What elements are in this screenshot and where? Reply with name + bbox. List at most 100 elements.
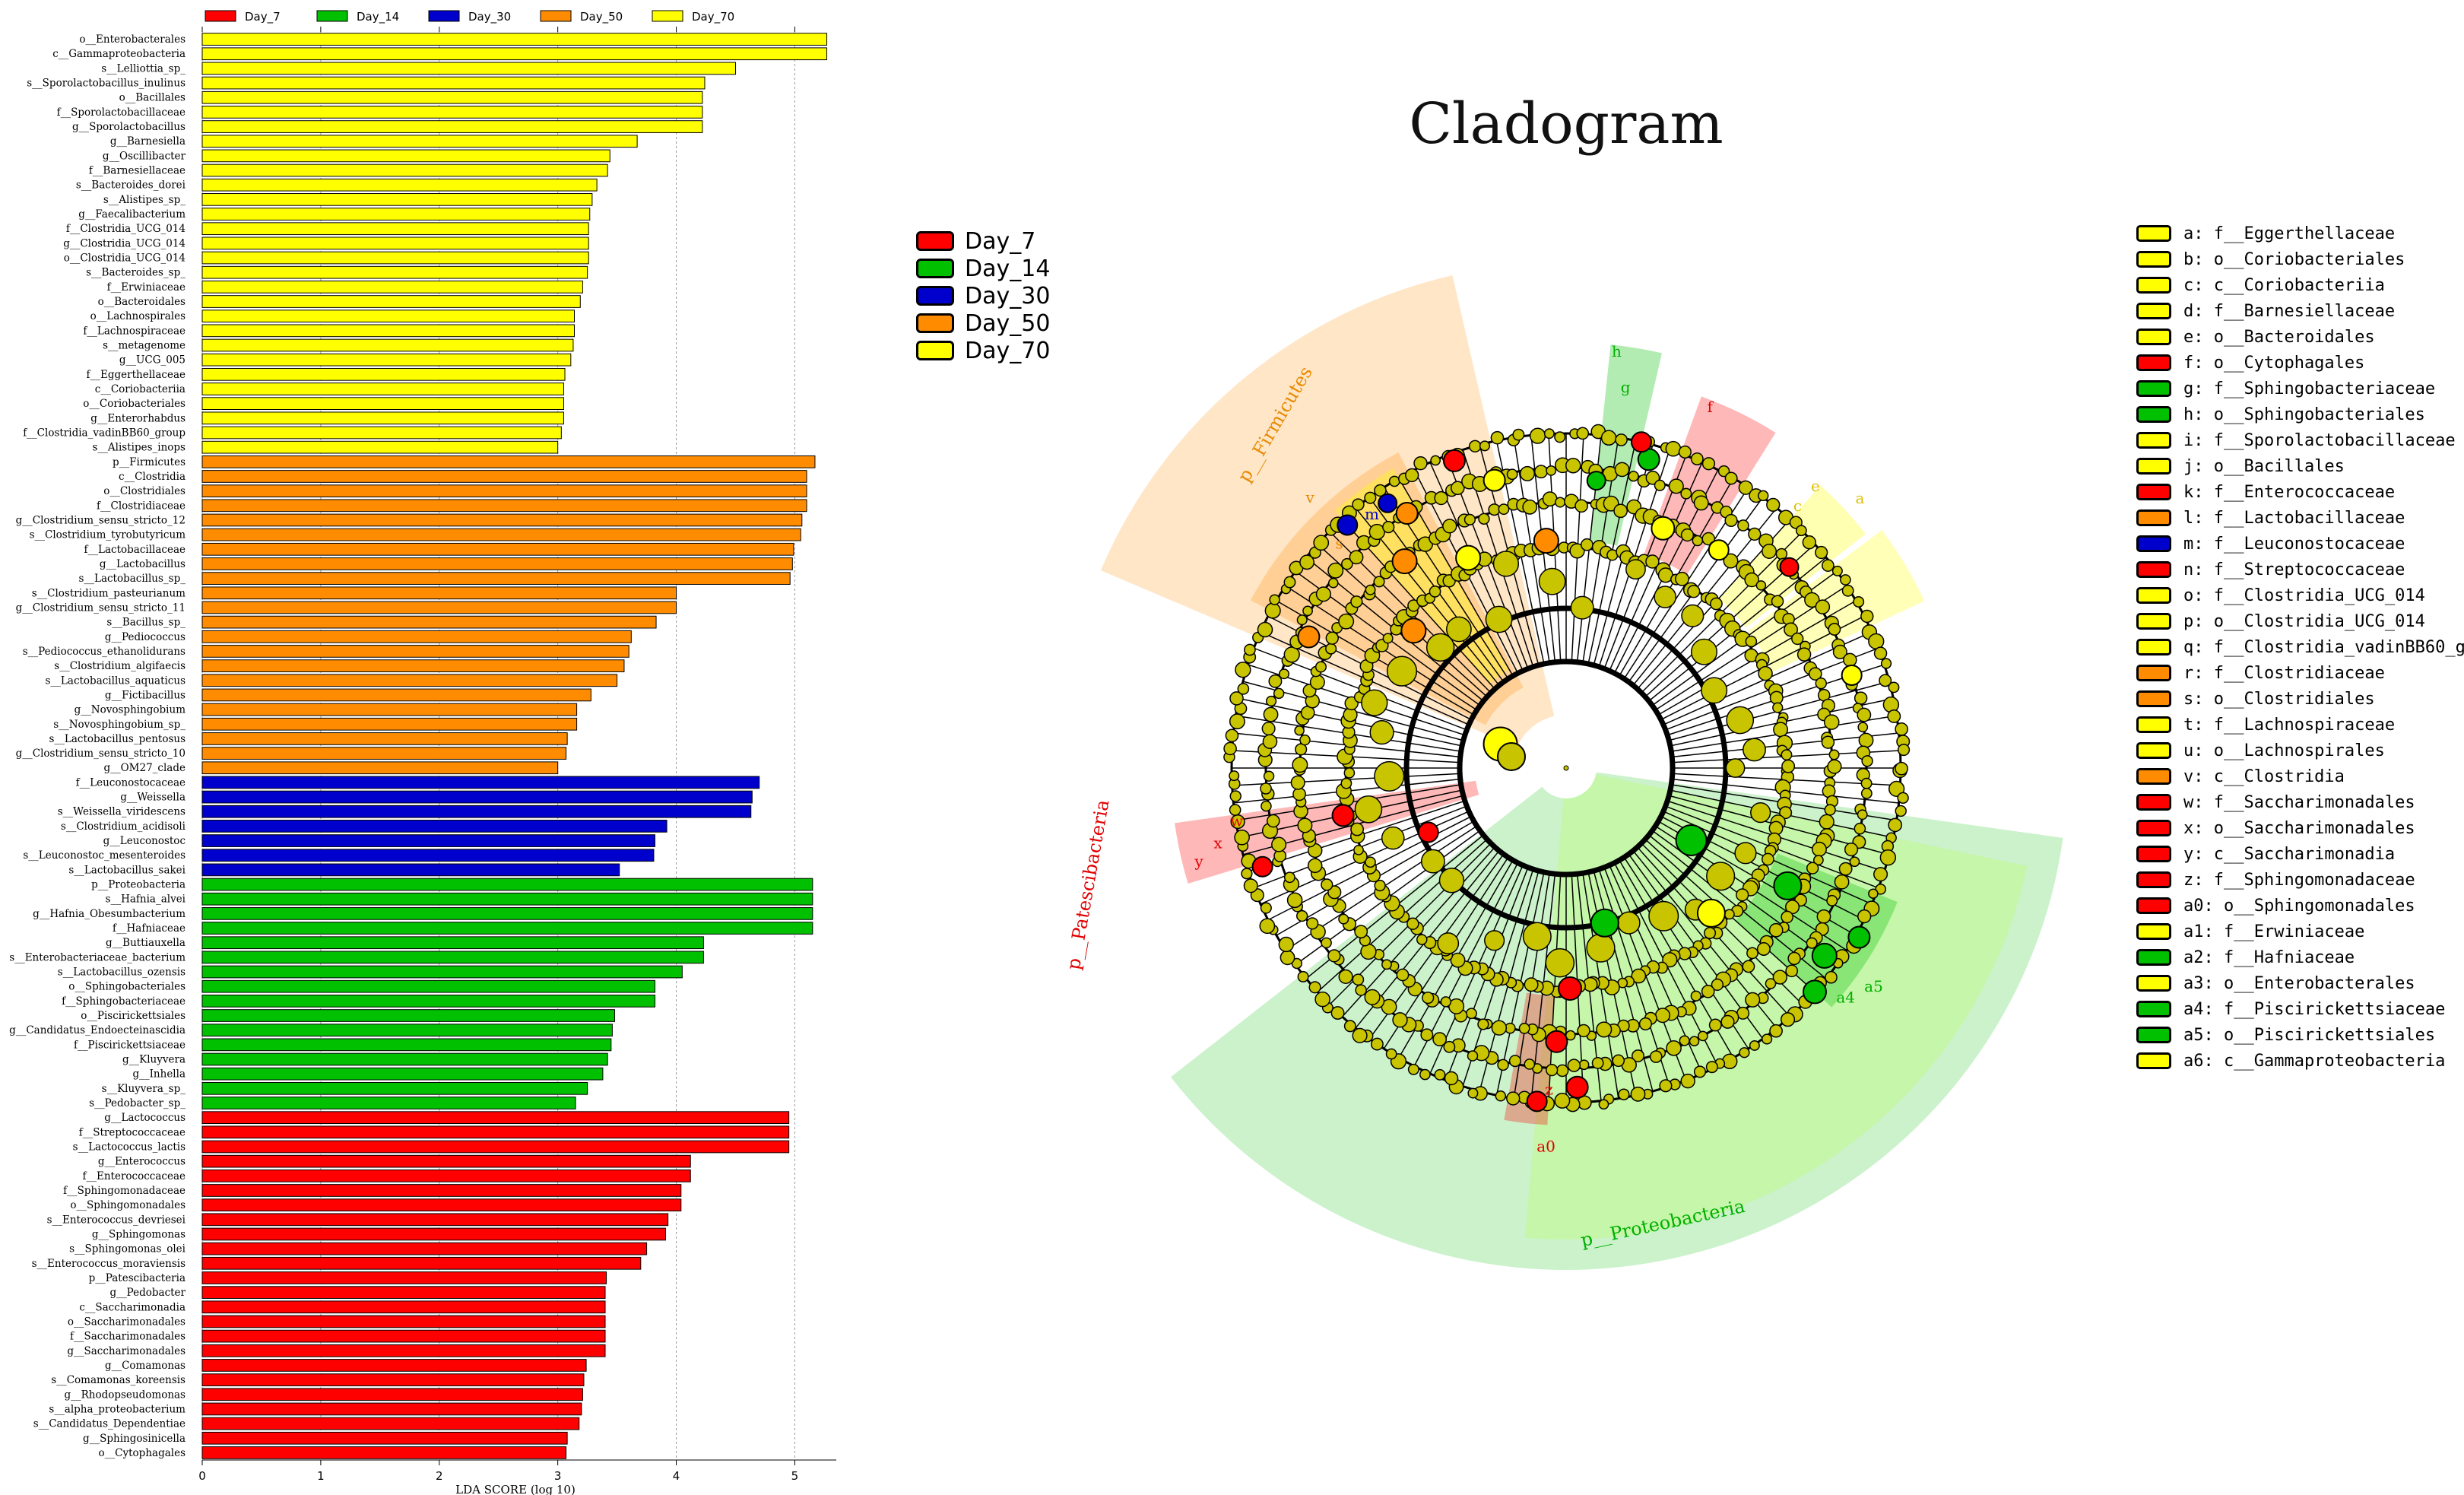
bar-g-pedobacter xyxy=(201,1286,606,1299)
tree-node xyxy=(1368,523,1385,541)
bar-label: f__Saccharimonadales xyxy=(70,1331,186,1343)
clade-key-item: y: c__Saccharimonadia xyxy=(2136,841,2395,867)
tree-node xyxy=(1897,792,1909,804)
tree-node xyxy=(1425,633,1455,662)
clade-key-swatch xyxy=(2136,432,2171,449)
tree-node xyxy=(1485,605,1513,633)
clade-key-label: n: f__Streptococcaceae xyxy=(2183,560,2405,579)
biomarker-node xyxy=(1696,898,1726,928)
legend-item-day_50: Day_50 xyxy=(916,310,1050,337)
bar-o-lachnospirales xyxy=(201,309,575,323)
tree-node xyxy=(1534,465,1548,479)
tree-node xyxy=(1772,702,1784,713)
clade-key-item: t: f__Lachnospiraceae xyxy=(2136,712,2395,738)
tree-node xyxy=(1769,1024,1783,1038)
tree-node xyxy=(1297,817,1313,833)
clade-key-item: z: f__Sphingomonadaceae xyxy=(2136,867,2415,893)
legend-swatch-day_7 xyxy=(205,10,236,22)
tree-node xyxy=(1508,1055,1521,1068)
tree-node xyxy=(1576,427,1590,440)
bar-label: f__Clostridia_vadinBB60_group xyxy=(23,427,186,439)
tree-node xyxy=(1349,550,1364,565)
bar-f-barnesiellaceae xyxy=(201,163,608,177)
clade-key-item: f: o__Cytophagales xyxy=(2136,350,2364,376)
bar-s-lactobacillus-sakei xyxy=(201,863,620,877)
tree-node xyxy=(1838,862,1853,876)
clade-key-label: p: o__Clostridia_UCG_014 xyxy=(2183,611,2425,631)
bar-g-sphingomonas xyxy=(201,1227,667,1241)
tree-node xyxy=(1506,468,1518,481)
bar-label: s__metagenome xyxy=(103,340,186,352)
bar-g-om27-clade xyxy=(201,761,559,775)
bar-f-clostridia-vadinbb60-group xyxy=(201,426,562,440)
bar-s-lactobacillus-pentosus xyxy=(201,732,568,745)
bar-f-hafniaceae xyxy=(201,922,813,935)
tree-node xyxy=(1853,595,1865,608)
tree-node xyxy=(1420,1028,1434,1042)
tree-node xyxy=(1765,978,1777,989)
bar-label: s__Enterococcus_devriesei xyxy=(47,1214,186,1226)
tree-node xyxy=(1868,888,1879,899)
tree-node xyxy=(1895,722,1908,736)
tree-node xyxy=(1806,937,1818,949)
clade-key-swatch xyxy=(2136,949,2171,966)
bar-label: f__Lactobacillaceae xyxy=(84,544,186,556)
bar-label: p__Patescibacteria xyxy=(89,1272,186,1284)
tree-node xyxy=(1772,970,1788,985)
tree-node xyxy=(1724,471,1738,485)
tree-node xyxy=(1524,1059,1536,1070)
tree-node xyxy=(1625,559,1646,580)
tree-node xyxy=(1654,586,1676,608)
bar-label: f__Sphingomonadaceae xyxy=(63,1185,186,1197)
tree-node xyxy=(1690,638,1717,665)
bar-g-oscillibacter xyxy=(201,149,610,163)
bar-s-clostridium-acidisoli xyxy=(201,820,668,833)
tree-node xyxy=(1442,519,1457,534)
bar-label: o__Saccharimonadales xyxy=(68,1316,186,1328)
bar-c-saccharimonadia xyxy=(201,1300,606,1314)
biomarker-node xyxy=(1651,516,1676,541)
tree-node xyxy=(1781,759,1796,773)
bar-g-fictibacillus xyxy=(201,688,591,702)
tree-node xyxy=(1364,989,1381,1005)
clade-key-swatch xyxy=(2136,354,2171,371)
tree-node xyxy=(1382,521,1395,534)
tree-node xyxy=(1280,950,1295,966)
tree-node xyxy=(1365,584,1376,595)
bar-label: s__Clostridium_pasteurianum xyxy=(32,587,186,599)
tree-node xyxy=(1819,814,1835,830)
bar-o-piscirickettsiales xyxy=(201,1009,615,1022)
biomarker-node xyxy=(1773,871,1803,900)
tree-node xyxy=(1518,1023,1530,1034)
bar-s-bacillus-sp- xyxy=(201,615,657,629)
tree-node xyxy=(1327,949,1341,963)
clade-key-swatch xyxy=(2136,380,2171,397)
bar-f-eggerthellaceae xyxy=(201,367,566,381)
legend-swatch-day_30 xyxy=(916,286,954,306)
tree-node xyxy=(1665,440,1682,457)
sector-letter: f xyxy=(1707,398,1714,416)
tree-node xyxy=(1796,647,1812,662)
bar-label: g__Buttiauxella xyxy=(106,937,186,949)
tree-node xyxy=(1887,709,1901,723)
bar-label: s__Weissella_viridescens xyxy=(58,806,186,818)
bar-s-sporolactobacillus-inulinus xyxy=(201,76,706,90)
tree-node xyxy=(1278,668,1290,680)
biomarker-node xyxy=(1455,544,1482,571)
biomarker-node xyxy=(1565,1075,1589,1099)
bar-label: o__Bacillales xyxy=(119,92,186,104)
tree-node xyxy=(1745,635,1758,648)
tree-node xyxy=(1618,1088,1630,1100)
tree-node xyxy=(1434,1068,1446,1081)
bar-label: o__Enterobacterales xyxy=(79,33,186,46)
tree-node xyxy=(1711,978,1724,992)
tree-node xyxy=(1577,1024,1590,1038)
tree-node xyxy=(1554,431,1566,443)
bar-label: s__alpha_proteobacterium xyxy=(49,1403,186,1415)
tree-node xyxy=(1795,525,1807,537)
legend-label-day_30: Day_30 xyxy=(468,10,511,24)
bar-f-clostridia-ucg-014 xyxy=(201,222,589,236)
tree-node xyxy=(1352,973,1365,986)
tree-node xyxy=(1235,662,1251,678)
clade-key-swatch xyxy=(2136,768,2171,785)
